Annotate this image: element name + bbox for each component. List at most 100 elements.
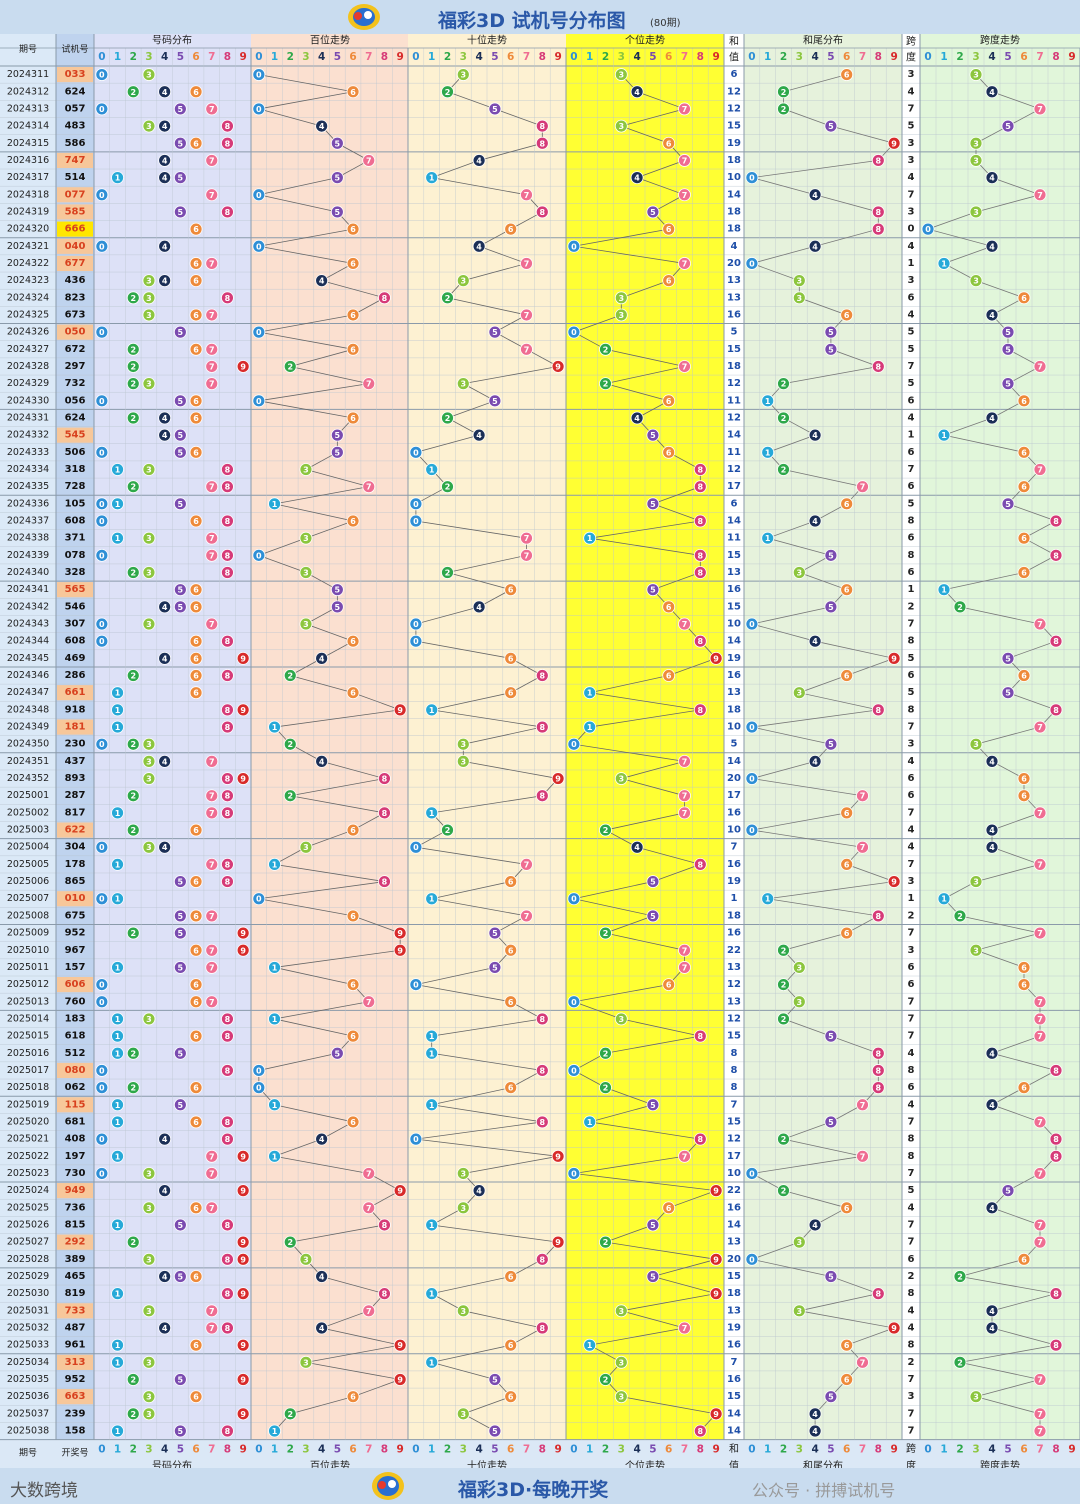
svg-text:2: 2 [603, 1084, 609, 1093]
digit-footer-span-7: 7 [1036, 1444, 1043, 1456]
sumtail-ball: 7 [856, 1098, 869, 1112]
span-label: 4 [908, 1048, 915, 1059]
span-label: 3 [908, 739, 915, 750]
pair-highlight [57, 977, 93, 993]
sumtail-ball: 5 [824, 1029, 838, 1043]
span-label: 8 [908, 636, 915, 647]
svg-text:4: 4 [812, 242, 818, 251]
digit-header-units-7: 7 [681, 51, 688, 63]
pair-highlight [57, 1234, 93, 1250]
svg-text:0: 0 [256, 191, 262, 200]
dist-ball: 8 [221, 119, 234, 133]
span-ball: 3 [969, 875, 983, 888]
svg-text:4: 4 [162, 1324, 168, 1333]
digit-header-dist-9: 9 [239, 51, 246, 63]
dist-ball: 5 [173, 1424, 187, 1438]
svg-text:6: 6 [666, 981, 672, 990]
svg-text:5: 5 [492, 963, 498, 972]
dist-ball: 1 [111, 1098, 124, 1112]
svg-text:6: 6 [193, 878, 199, 887]
span-label: 8 [908, 1288, 915, 1299]
number-label: 371 [65, 533, 86, 544]
digit-header-sumtail-7: 7 [859, 51, 866, 63]
dist-ball: 5 [173, 961, 187, 974]
issue-label: 2025038 [7, 1426, 49, 1437]
svg-text:0: 0 [749, 775, 755, 784]
svg-text:0: 0 [571, 1066, 577, 1075]
number-label: 389 [65, 1254, 86, 1265]
sumtail-ball: 2 [777, 1012, 790, 1026]
span-ball: 8 [1049, 1132, 1063, 1146]
span-label: 1 [908, 430, 915, 441]
svg-text:1: 1 [429, 895, 435, 904]
svg-text:6: 6 [844, 672, 850, 681]
tens-ball: 4 [472, 1184, 486, 1198]
svg-text:2: 2 [287, 1238, 293, 1247]
units-ball: 7 [678, 154, 691, 167]
sumtail-ball: 3 [792, 274, 806, 288]
dist-ball: 2 [126, 1046, 140, 1060]
issue-label: 2025020 [7, 1116, 49, 1127]
svg-text:7: 7 [524, 551, 530, 560]
tens-ball: 3 [456, 377, 470, 391]
span-label: 4 [908, 756, 915, 767]
svg-text:9: 9 [240, 654, 246, 663]
svg-text:8: 8 [225, 637, 231, 646]
svg-text:9: 9 [240, 1255, 246, 1264]
dist-ball: 6 [189, 875, 203, 888]
span-ball: 6 [1017, 1252, 1031, 1266]
span-ball: 4 [985, 171, 999, 185]
svg-text:4: 4 [989, 1101, 995, 1110]
svg-text:6: 6 [193, 88, 199, 97]
tens-ball: 3 [456, 1407, 470, 1421]
svg-text:4: 4 [634, 843, 640, 852]
hundreds-ball: 5 [330, 171, 344, 185]
digit-header-dist-5: 5 [177, 51, 184, 63]
svg-text:6: 6 [1021, 397, 1027, 406]
issue-label: 2025015 [7, 1031, 49, 1042]
svg-text:2: 2 [957, 1272, 963, 1281]
span-label: 6 [908, 395, 915, 406]
issue-label: 2024333 [7, 447, 49, 458]
hundreds-ball: 8 [378, 875, 391, 888]
issue-label: 2024331 [7, 412, 49, 423]
tens-ball: 6 [504, 1338, 518, 1352]
svg-text:8: 8 [225, 1290, 231, 1299]
svg-text:8: 8 [225, 878, 231, 887]
dist-ball: 6 [189, 1029, 203, 1043]
svg-text:4: 4 [162, 1187, 168, 1196]
sum-label: 12 [727, 1134, 741, 1145]
sum-label: 16 [727, 309, 741, 320]
svg-text:7: 7 [1037, 465, 1043, 474]
units-ball: 7 [678, 102, 691, 116]
svg-text:3: 3 [619, 122, 625, 131]
svg-text:3: 3 [146, 1169, 152, 1178]
digit-footer-tens-4: 4 [475, 1444, 482, 1456]
dist-ball: 7 [205, 806, 219, 820]
svg-text:6: 6 [350, 689, 356, 698]
dist-ball: 0 [95, 617, 109, 631]
svg-text:6: 6 [193, 981, 199, 990]
sum-label: 15 [727, 550, 741, 561]
issue-label: 2024312 [7, 86, 49, 97]
span-label: 7 [908, 103, 915, 114]
dist-ball: 8 [221, 703, 234, 717]
hundreds-ball: 3 [299, 840, 313, 854]
number-label: 952 [65, 1374, 86, 1385]
span-label: 6 [908, 962, 915, 973]
pair-highlight [57, 891, 93, 907]
svg-text:8: 8 [225, 775, 231, 784]
svg-text:7: 7 [209, 156, 215, 165]
span-label: 6 [908, 447, 915, 458]
issue-label: 2024339 [7, 550, 49, 561]
tens-ball: 6 [504, 222, 518, 236]
hundreds-ball: 4 [315, 651, 329, 665]
sumtail-ball: 7 [856, 840, 869, 854]
svg-text:7: 7 [1037, 929, 1043, 938]
sumtail-ball: 8 [871, 222, 885, 236]
number-label: 056 [65, 395, 86, 406]
svg-text:6: 6 [193, 998, 199, 1007]
svg-text:9: 9 [555, 1152, 561, 1161]
tens-header: 十位走势 [467, 34, 507, 47]
span-ball: 6 [1017, 531, 1031, 545]
